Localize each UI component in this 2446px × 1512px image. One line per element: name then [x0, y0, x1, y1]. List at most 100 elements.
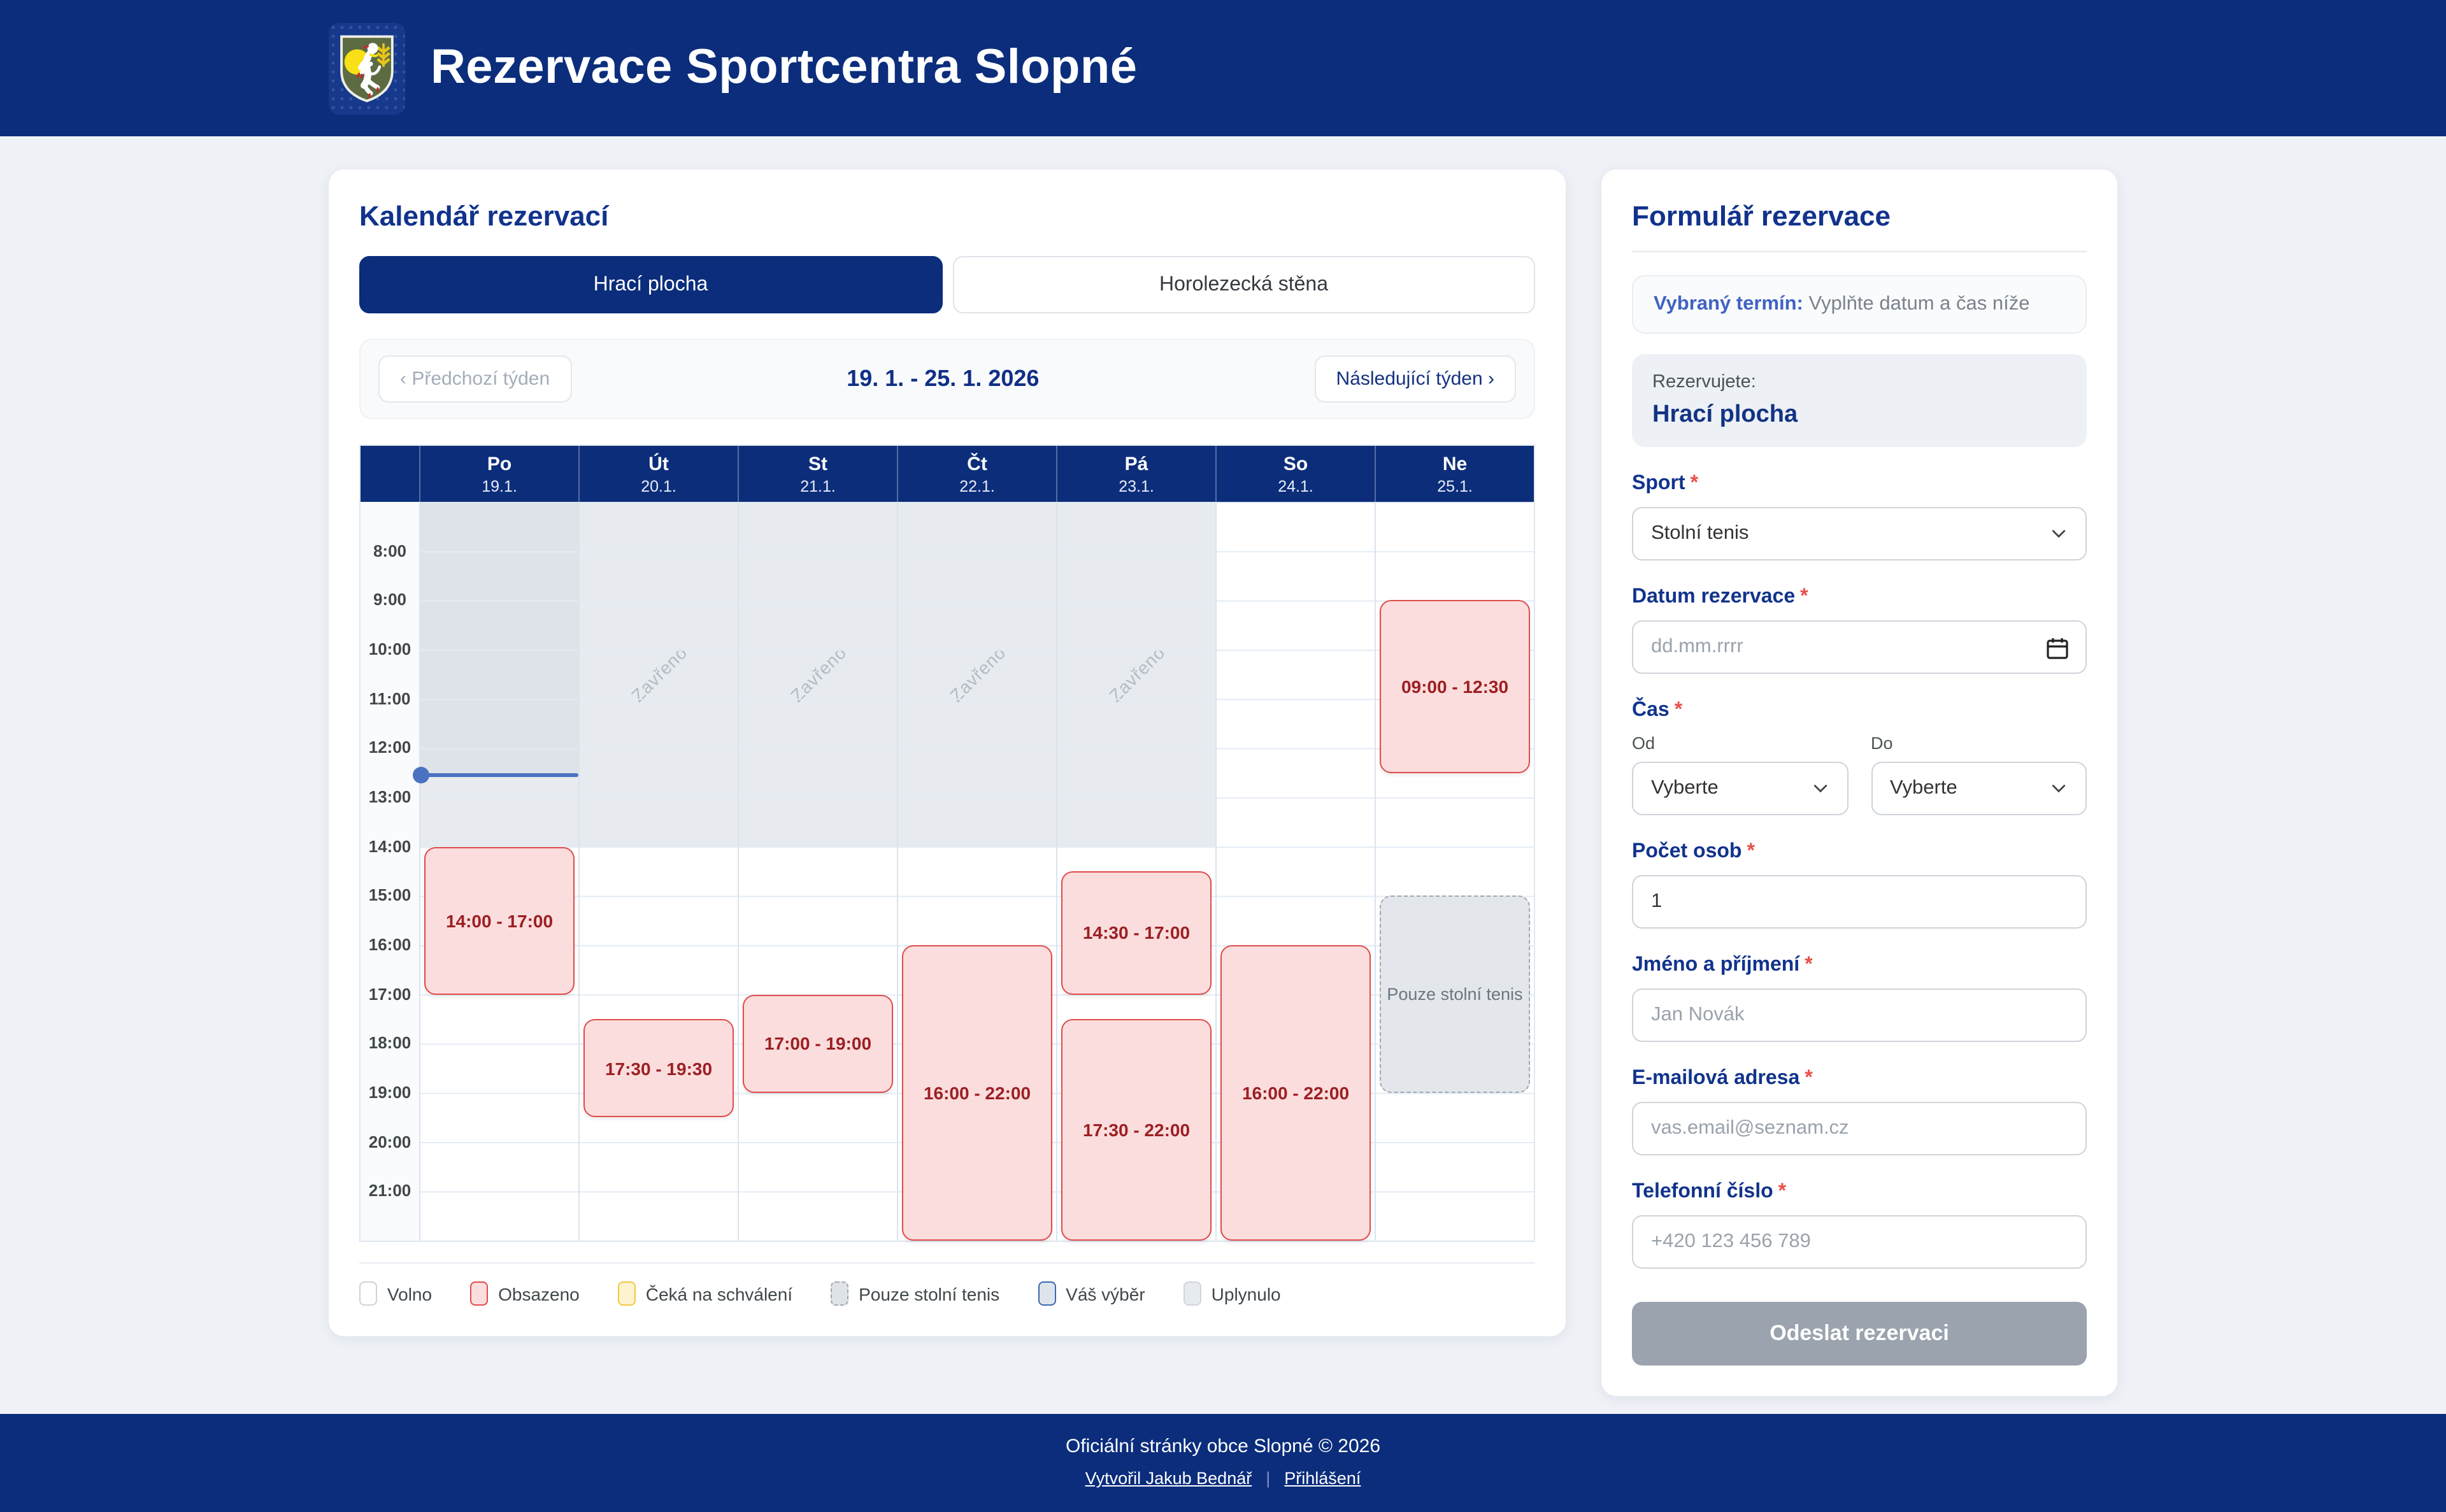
day-date: 21.1. [800, 477, 836, 495]
selected-term-value: Vyplňte datum a čas níže [1808, 293, 2030, 315]
time-label-15:00: 15:00 [368, 885, 411, 905]
legend-label: Obsazeno [498, 1283, 580, 1304]
legend-swatch-uplynulo [1183, 1281, 1201, 1306]
chevron-down-icon [1813, 785, 1827, 793]
time-from-select[interactable]: Vyberte [1632, 762, 1848, 815]
date-input[interactable] [1651, 622, 2068, 673]
legend-item-uplynulo: Uplynulo [1183, 1281, 1281, 1306]
day-name: St [808, 453, 827, 474]
sport-field: Sport * Stolní tenis [1632, 473, 2087, 560]
day-date: 23.1. [1119, 477, 1154, 495]
email-input-wrapper [1632, 1102, 2087, 1155]
sport-select-value: Stolní tenis [1651, 522, 1749, 544]
day-date: 25.1. [1437, 477, 1473, 495]
week-range-label: 19. 1. - 25. 1. 2026 [847, 366, 1040, 391]
footer-copyright: Oficiální stránky obce Slopné © 2026 [1065, 1436, 1381, 1457]
slot-time-label: 14:30 - 17:00 [1082, 922, 1191, 943]
day-column-Út[interactable]: Zavřeno 17:30 - 19:30 [578, 502, 738, 1241]
week-navigation: ‹ Předchozí týden 19. 1. - 25. 1. 2026 N… [359, 339, 1535, 419]
coat-of-arms-icon [340, 34, 394, 102]
day-name: So [1283, 453, 1308, 474]
people-input[interactable] [1651, 876, 2068, 927]
phone-input[interactable] [1651, 1216, 2068, 1267]
name-input-wrapper [1632, 988, 2087, 1042]
reserved-slot: 14:00 - 17:00 [424, 846, 575, 995]
legend-item-volno: Volno [359, 1281, 432, 1306]
people-input-wrapper [1632, 875, 2087, 929]
day-column-Pá[interactable]: Zavřeno 14:30 - 17:00 17:30 - 22:00 [1056, 502, 1215, 1241]
day-date: 22.1. [959, 477, 995, 495]
sport-label: Sport [1632, 473, 1685, 494]
calendar-icon[interactable] [2046, 637, 2069, 660]
day-column-Ne[interactable]: 09:00 - 12:30 Pouze stolní tenis [1375, 502, 1534, 1241]
municipality-coat-of-arms-logo [329, 22, 405, 114]
name-input[interactable] [1651, 990, 2068, 1041]
closed-block: Zavřeno [739, 502, 897, 847]
slot-time-label: 17:30 - 19:30 [604, 1058, 713, 1079]
reserved-slot: 16:00 - 22:00 [902, 945, 1052, 1241]
required-marker: * [1690, 473, 1699, 494]
legend-label: Váš výběr [1066, 1283, 1145, 1304]
form-divider [1632, 251, 2087, 252]
tab-horolezecka-stena[interactable]: Horolezecká stěna [952, 256, 1535, 313]
time-label-13:00: 13:00 [368, 787, 411, 806]
name-label: Jméno a příjmení [1632, 954, 1800, 976]
footer-author-link[interactable]: Vytvořil Jakub Bednář [1085, 1469, 1252, 1488]
slot-time-label: 09:00 - 12:30 [1401, 676, 1509, 697]
closed-block: Zavřeno [580, 502, 738, 847]
slot-time-label: 17:30 - 22:00 [1082, 1120, 1191, 1140]
time-label-17:00: 17:00 [368, 984, 411, 1004]
date-input-wrapper [1632, 620, 2087, 674]
chevron-down-icon [2052, 530, 2066, 538]
reserved-slot: 14:30 - 17:00 [1061, 871, 1212, 995]
day-name: Čt [967, 453, 987, 474]
tab-hraci-plocha[interactable]: Hrací plocha [359, 256, 942, 313]
elapsed-overlay [420, 502, 578, 773]
current-time-indicator [413, 766, 578, 783]
day-column-St[interactable]: Zavřeno 17:00 - 19:00 [738, 502, 897, 1241]
phone-input-wrapper [1632, 1215, 2087, 1269]
reserved-slot: 16:00 - 22:00 [1220, 945, 1371, 1241]
previous-week-button[interactable]: ‹ Předchozí týden [378, 355, 572, 403]
legend-swatch-ceka [617, 1281, 636, 1306]
time-from-label: Od [1632, 734, 1656, 753]
time-to-label: Do [1871, 734, 1893, 753]
reservation-form-card: Formulář rezervace Vybraný termín: Vyplň… [1601, 169, 2117, 1396]
time-from-value: Vyberte [1651, 777, 1719, 799]
slot-time-label: 17:00 - 19:00 [764, 1033, 872, 1054]
day-header-Út: Út 20.1. [578, 446, 738, 502]
facility-tabs: Hrací plocha Horolezecká stěna [359, 256, 1535, 313]
reserving-value: Hrací plocha [1652, 401, 1798, 428]
restricted-slot-table-tennis: Pouze stolní tenis [1380, 895, 1530, 1093]
legend-item-obsazeno: Obsazeno [470, 1281, 580, 1306]
closed-block: Zavřeno [1057, 502, 1215, 847]
required-marker: * [1778, 1181, 1787, 1202]
time-gutter-header [361, 446, 419, 502]
day-column-So[interactable]: 16:00 - 22:00 [1215, 502, 1375, 1241]
legend-item-vyber: Váš výběr [1038, 1281, 1145, 1306]
submit-reservation-button[interactable]: Odeslat rezervaci [1632, 1302, 2087, 1366]
footer-login-link[interactable]: Přihlášení [1284, 1469, 1361, 1488]
phone-field: Telefonní číslo * [1632, 1181, 2087, 1269]
page-title: Rezervace Sportcentra Slopné [431, 41, 1138, 94]
calendar-legend: Volno Obsazeno Čeká na schválení Pouze stol… [359, 1262, 1535, 1306]
legend-item-pouze: Pouze stolní tenis [831, 1281, 999, 1306]
email-field: E-mailová adresa * [1632, 1067, 2087, 1155]
email-input[interactable] [1651, 1103, 2068, 1154]
closed-label: Zavřeno [785, 642, 850, 706]
legend-swatch-pouze [831, 1281, 849, 1306]
chevron-down-icon [2052, 785, 2066, 793]
date-label: Datum rezervace [1632, 586, 1796, 608]
slot-time-label: 16:00 - 22:00 [1241, 1083, 1350, 1103]
day-column-Čt[interactable]: Zavřeno 16:00 - 22:00 [897, 502, 1056, 1241]
sport-select[interactable]: Stolní tenis [1632, 507, 2087, 560]
time-label-11:00: 11:00 [369, 688, 411, 708]
closed-block: Zavřeno [898, 502, 1056, 847]
reserved-slot: 09:00 - 12:30 [1380, 600, 1530, 773]
required-marker: * [1674, 699, 1683, 721]
next-week-button[interactable]: Následující týden › [1314, 355, 1516, 403]
required-marker: * [1805, 954, 1813, 976]
time-to-select[interactable]: Vyberte [1871, 762, 2087, 815]
day-name: Po [487, 453, 512, 474]
